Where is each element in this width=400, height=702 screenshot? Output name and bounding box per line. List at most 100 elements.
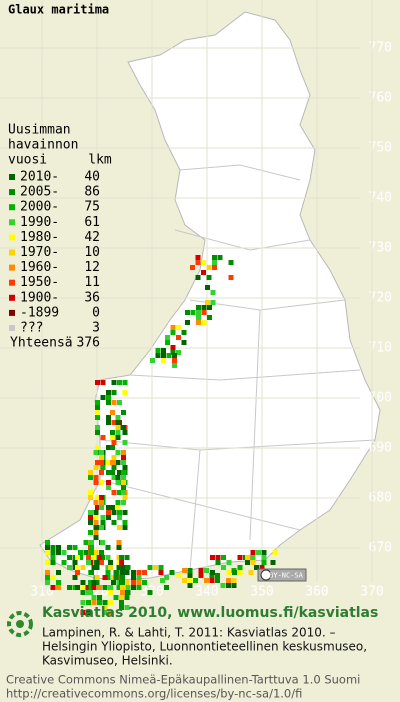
occurrence-square [120, 575, 125, 580]
occurrence-square [212, 265, 217, 270]
occurrence-square [50, 545, 56, 550]
occurrence-square [108, 560, 113, 565]
occurrence-square [95, 405, 100, 410]
license-link[interactable]: http://creativecommons.org/licenses/by-n… [6, 687, 302, 701]
occurrence-square [106, 485, 111, 490]
occurrence-square [182, 578, 187, 583]
legend-swatch [9, 294, 15, 301]
occurrence-square [45, 580, 50, 585]
occurrence-square [228, 275, 234, 280]
occurrence-square [111, 455, 117, 460]
occurrence-square [91, 555, 97, 560]
occurrence-square [105, 575, 111, 580]
occurrence-square [67, 555, 72, 560]
occurrence-square [226, 560, 232, 565]
occurrence-square [95, 415, 100, 420]
occurrence-square [80, 600, 86, 605]
occurrence-square [187, 568, 193, 573]
occurrence-square [185, 320, 190, 325]
occurrence-square [116, 545, 122, 550]
occurrence-square [125, 565, 131, 570]
occurrence-square [201, 260, 206, 265]
occurrence-square [209, 578, 215, 583]
occurrence-square [210, 300, 216, 305]
legend-count: 61 [84, 215, 100, 230]
occurrence-square [110, 460, 115, 465]
occurrence-square [201, 305, 207, 310]
legend-swatch [9, 219, 15, 226]
occurrence-square [111, 440, 117, 445]
occurrence-square [117, 510, 122, 515]
occurrence-square [205, 285, 210, 290]
occurrence-square [147, 590, 153, 595]
occurrence-square [121, 500, 126, 505]
occurrence-square [75, 570, 80, 575]
site-link[interactable]: Kasviatlas 2010, www.luomus.fi/kasviatla… [42, 605, 378, 621]
occurrence-square [245, 560, 250, 565]
occurrence-square [226, 570, 232, 575]
occurrence-square [83, 585, 89, 590]
occurrence-square [231, 583, 237, 588]
occurrence-square [248, 570, 254, 575]
occurrence-square [215, 573, 220, 578]
occurrence-square [187, 578, 193, 583]
occurrence-square [206, 265, 212, 270]
occurrence-square [204, 568, 209, 573]
occurrence-square [142, 580, 147, 585]
occurrence-square [113, 595, 119, 600]
occurrence-square [110, 430, 115, 435]
occurrence-square [124, 595, 130, 600]
occurrence-square [97, 595, 102, 600]
occurrence-square [99, 450, 104, 455]
occurrence-square [142, 570, 147, 575]
legend-heading: vuosi [8, 153, 47, 168]
occurrence-square [106, 470, 111, 475]
occurrence-square [207, 315, 212, 320]
occurrence-square [45, 540, 50, 545]
occurrence-square [102, 605, 108, 610]
legend-label: 1960- [20, 260, 59, 275]
occurrence-square [115, 425, 121, 430]
occurrence-square [67, 585, 72, 590]
occurrence-square [185, 310, 190, 315]
occurrence-square [131, 575, 136, 580]
occurrence-square [78, 550, 83, 555]
occurrence-square [45, 575, 50, 580]
occurrence-square [172, 363, 177, 368]
occurrence-square [111, 510, 117, 515]
occurrence-square [182, 568, 187, 573]
occurrence-square [91, 600, 97, 605]
occurrence-square [261, 550, 267, 555]
occurrence-square [95, 380, 100, 385]
occurrence-square [95, 495, 100, 500]
legend-count: 10 [84, 245, 100, 260]
occurrence-square [121, 455, 126, 460]
occurrence-square [111, 490, 117, 495]
occurrence-square [195, 275, 201, 280]
occurrence-square [94, 580, 100, 585]
occurrence-square [170, 350, 176, 355]
badge-text: BY-NC-SA [269, 572, 304, 580]
occurrence-square [93, 450, 99, 455]
legend-swatch [9, 279, 15, 286]
occurrence-square [99, 500, 104, 505]
logo [7, 611, 33, 637]
occurrence-square [45, 550, 50, 555]
occurrence-square [80, 565, 86, 570]
occurrence-square [196, 310, 201, 315]
occurrence-square [95, 430, 100, 435]
occurrence-square [124, 555, 130, 560]
occurrence-square [119, 605, 124, 610]
occurrence-square [105, 545, 111, 550]
occurrence-square [106, 390, 111, 395]
occurrence-square [75, 555, 80, 560]
occurrence-square [131, 585, 136, 590]
occurrence-square [86, 610, 91, 615]
occurrence-square [106, 445, 111, 450]
occurrence-square [97, 555, 102, 560]
occurrence-square [111, 390, 117, 395]
y-coordinate-label: 670 [369, 541, 392, 556]
occurrence-square [93, 465, 99, 470]
occurrence-square [122, 520, 128, 525]
occurrence-square [99, 460, 104, 465]
